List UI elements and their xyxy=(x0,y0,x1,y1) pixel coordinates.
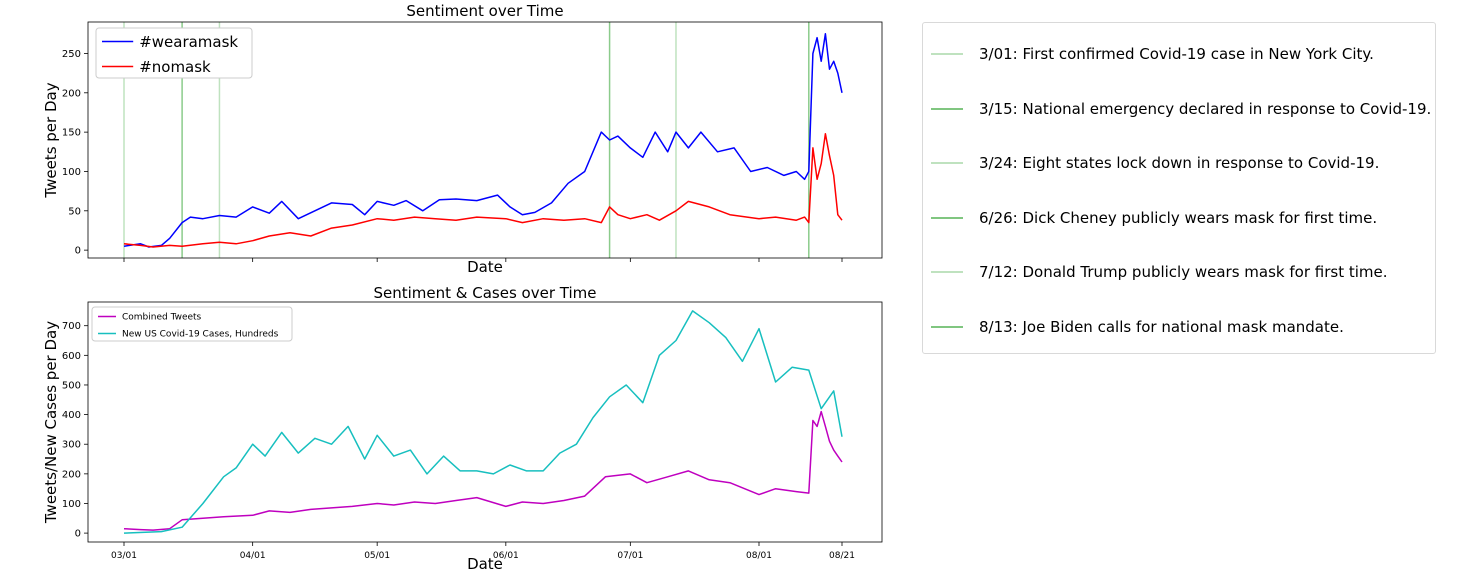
x-tick-label: 04/01 xyxy=(240,551,266,561)
chart-title: Sentiment & Cases over Time xyxy=(374,284,597,302)
y-tick-label: 0 xyxy=(75,246,81,257)
legend-label: Combined Tweets xyxy=(122,313,202,323)
event-swatch xyxy=(931,216,963,219)
event-entry: 6/26: Dick Cheney publicly wears mask fo… xyxy=(931,203,1377,233)
y-axis-label: Tweets per Day xyxy=(42,82,60,198)
event-entry: 8/13: Joe Biden calls for national mask … xyxy=(931,312,1344,342)
event-entry: 3/24: Eight states lock down in response… xyxy=(931,148,1379,178)
y-tick-label: 100 xyxy=(62,167,81,178)
x-tick-label: 05/01 xyxy=(364,551,390,561)
legend-label: #wearamask xyxy=(139,33,238,51)
event-swatch xyxy=(931,162,963,164)
legend-label: #nomask xyxy=(139,58,211,76)
series-line-1 xyxy=(123,33,843,248)
event-label: 7/12: Donald Trump publicly wears mask f… xyxy=(979,263,1388,281)
event-swatch xyxy=(931,53,963,55)
y-tick-label: 50 xyxy=(68,206,81,217)
x-tick-label: 07/01 xyxy=(617,551,643,561)
event-swatch xyxy=(931,107,963,110)
chart-1: Sentiment over Time 0 50 100 150 200 250 Date Tw… xyxy=(42,2,883,276)
y-tick-label: 0 xyxy=(75,529,81,540)
chart-title: Sentiment over Time xyxy=(406,2,563,20)
y-tick-label: 200 xyxy=(62,88,81,99)
x-tick-label: 03/01 xyxy=(111,551,137,561)
event-label: 3/01: First confirmed Covid-19 case in N… xyxy=(979,45,1374,63)
plot-frame xyxy=(87,301,883,543)
event-label: 3/24: Eight states lock down in response… xyxy=(979,154,1380,172)
series-legend: #wearamask #nomask xyxy=(95,27,253,79)
legend-frame xyxy=(95,27,253,79)
y-tick-label: 200 xyxy=(62,469,81,480)
x-tick-label: 08/21 xyxy=(829,551,855,561)
event-label: 8/13: Joe Biden calls for national mask … xyxy=(979,317,1344,336)
event-entry: 7/12: Donald Trump publicly wears mask f… xyxy=(931,257,1388,287)
series-legend: Combined Tweets New US Covid-19 Cases, Hu… xyxy=(91,306,293,342)
x-axis-label: Date xyxy=(467,258,503,276)
y-tick-label: 400 xyxy=(62,410,81,421)
y-tick-label: 250 xyxy=(62,49,81,60)
x-axis-label: Date xyxy=(467,555,503,573)
event-entry: 3/15: National emergency declared in res… xyxy=(931,94,1431,124)
y-tick-label: 600 xyxy=(62,351,81,362)
event-label: 6/26: Dick Cheney publicly wears mask fo… xyxy=(979,208,1378,227)
y-axis-label: Tweets/New Cases per Day xyxy=(42,321,60,524)
series-line-1 xyxy=(123,410,843,531)
plot-frame xyxy=(87,21,883,259)
event-swatch xyxy=(931,271,963,273)
y-tick-label: 150 xyxy=(62,128,81,139)
y-tick-label: 700 xyxy=(62,321,81,332)
series-line-2 xyxy=(123,310,843,534)
legend-label: New US Covid-19 Cases, Hundreds xyxy=(122,330,279,340)
x-tick-label: 06/01 xyxy=(493,551,519,561)
events-legend: 3/01: First confirmed Covid-19 case in N… xyxy=(922,22,1436,354)
chart-2: Sentiment & Cases over Time 0 100 200 300 400… xyxy=(42,284,883,573)
event-entry: 3/01: First confirmed Covid-19 case in N… xyxy=(931,39,1374,69)
series-line-2 xyxy=(123,132,843,248)
x-tick-label: 08/01 xyxy=(746,551,772,561)
event-label: 3/15: National emergency declared in res… xyxy=(979,99,1432,118)
y-tick-label: 100 xyxy=(62,499,81,510)
y-tick-label: 300 xyxy=(62,440,81,451)
legend-frame xyxy=(91,306,293,342)
event-swatch xyxy=(931,325,963,328)
y-tick-label: 500 xyxy=(62,380,81,391)
